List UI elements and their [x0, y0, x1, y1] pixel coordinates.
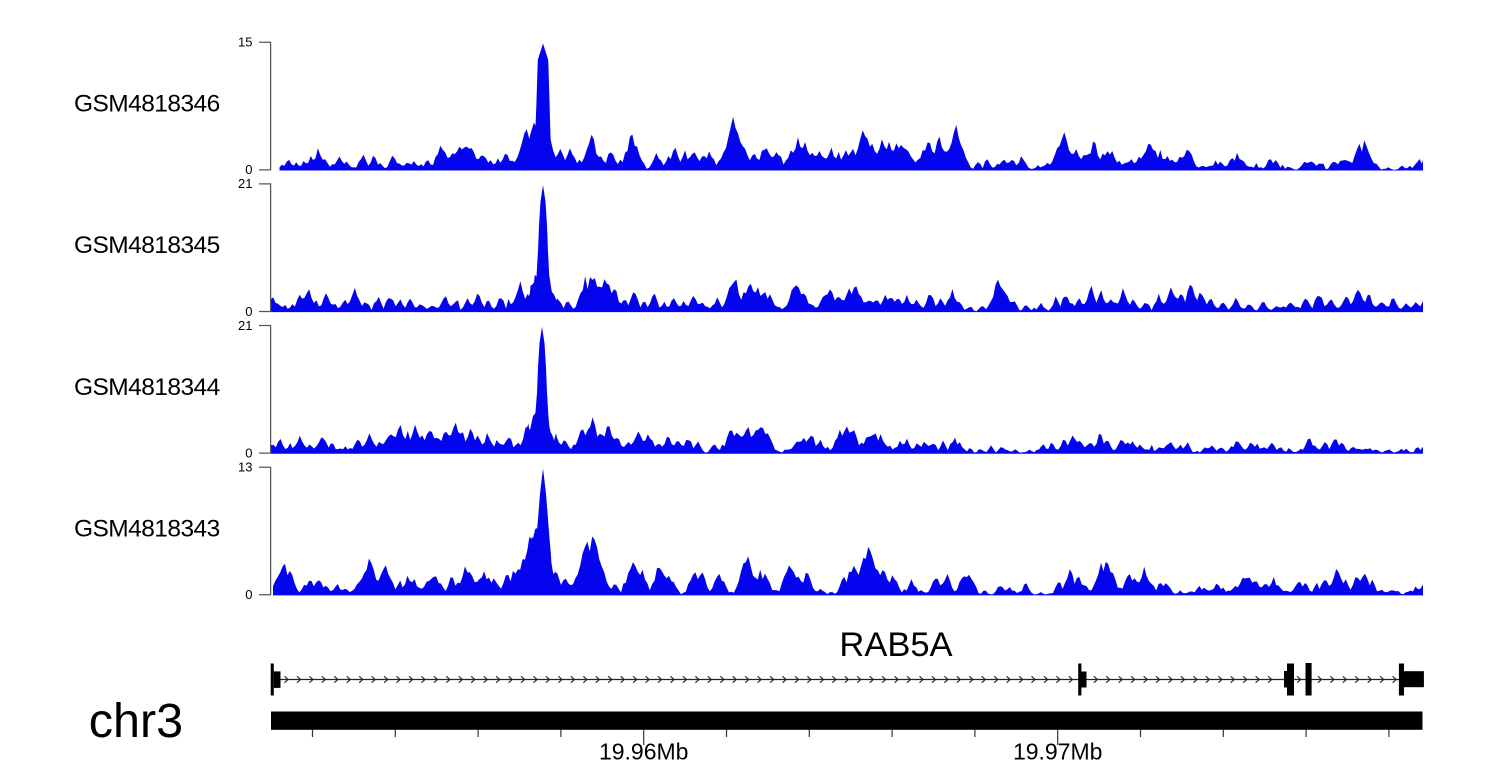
- svg-text:19.96Mb: 19.96Mb: [599, 739, 689, 765]
- svg-text:0: 0: [245, 587, 252, 602]
- svg-text:21: 21: [238, 176, 252, 191]
- svg-text:0: 0: [245, 162, 252, 177]
- svg-text:0: 0: [245, 445, 252, 460]
- svg-text:chr3: chr3: [89, 694, 183, 748]
- svg-text:0: 0: [245, 304, 252, 319]
- svg-text:15: 15: [238, 35, 252, 50]
- svg-text:21: 21: [238, 318, 252, 333]
- svg-text:13: 13: [238, 460, 252, 475]
- svg-text:GSM4818346: GSM4818346: [74, 91, 220, 118]
- svg-text:GSM4818345: GSM4818345: [74, 232, 220, 259]
- svg-text:19.97Mb: 19.97Mb: [1013, 739, 1103, 765]
- svg-text:GSM4818344: GSM4818344: [74, 374, 220, 401]
- svg-text:GSM4818343: GSM4818343: [74, 516, 220, 543]
- svg-text:RAB5A: RAB5A: [839, 626, 952, 664]
